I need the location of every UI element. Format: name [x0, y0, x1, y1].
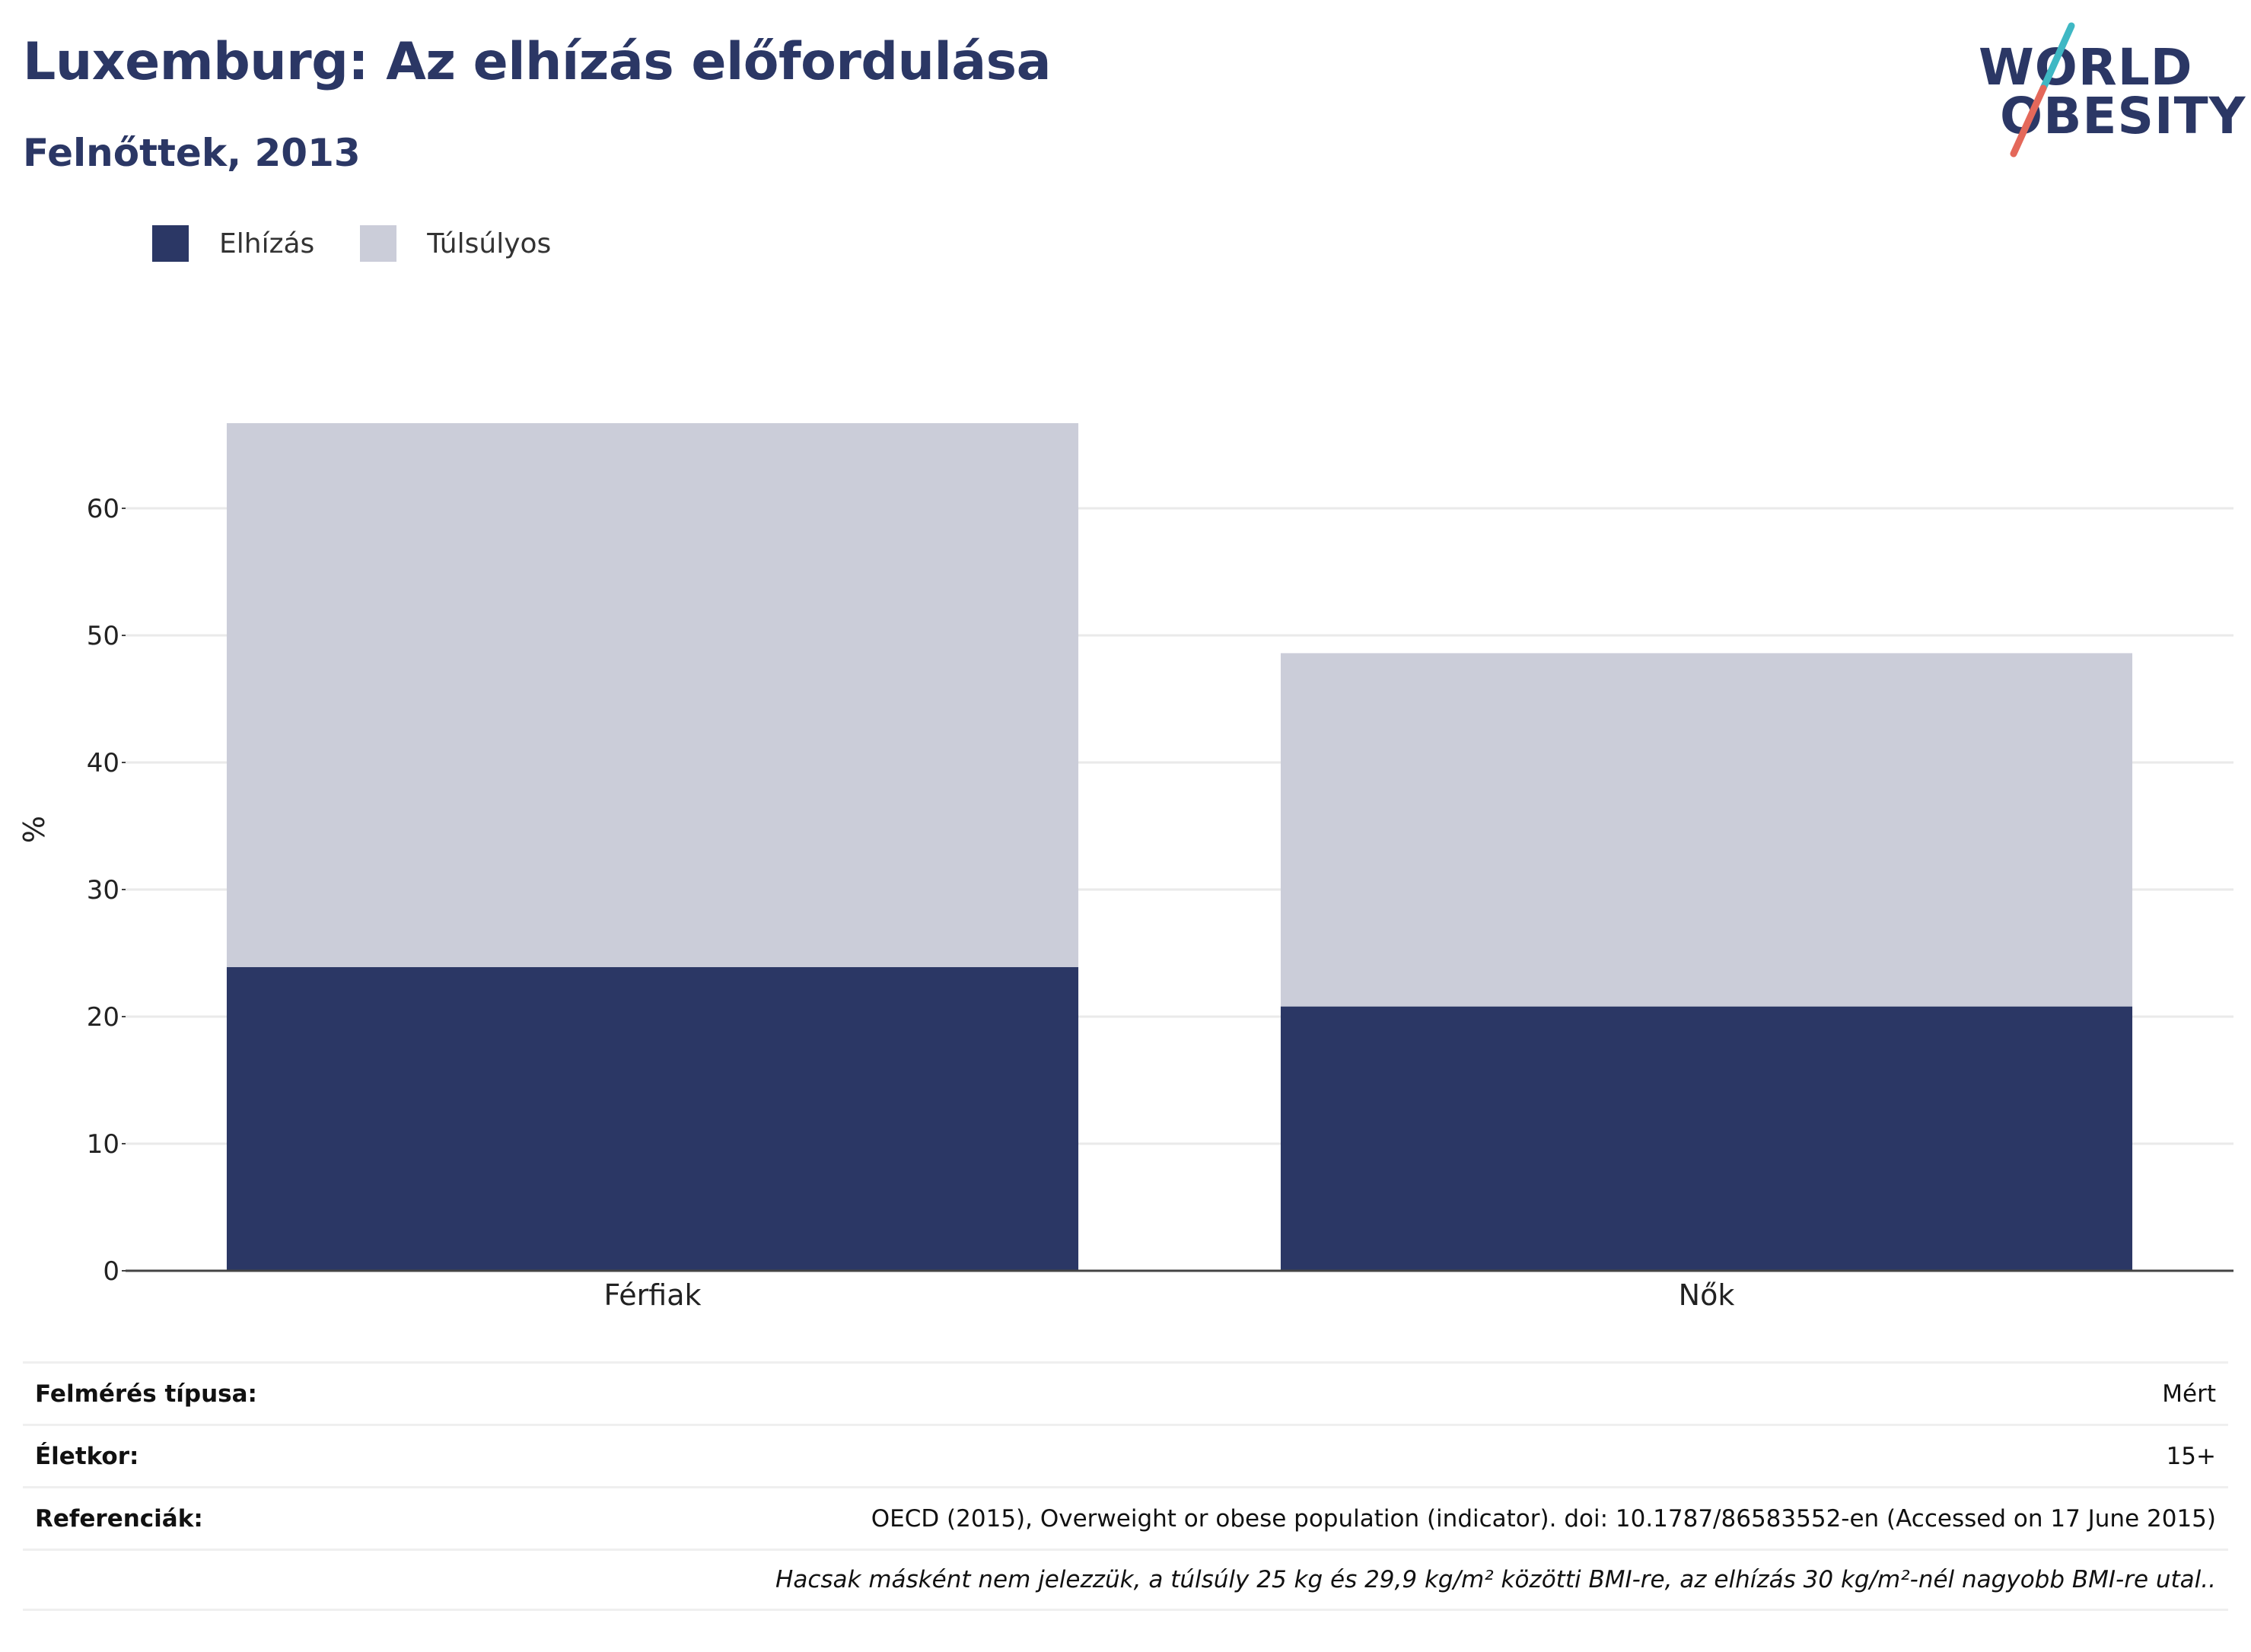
y-tick-label: 50	[87, 621, 119, 651]
info-value-references: OECD (2015), Overweight or obese populat…	[871, 1504, 2216, 1533]
y-tick-label: 10	[87, 1129, 119, 1160]
chart-subtitle: Felnőttek, 2013	[23, 131, 361, 175]
y-tick-label: 60	[87, 494, 119, 524]
legend: Elhízás Túlsúlyos	[152, 225, 597, 262]
y-tick-label: 40	[87, 748, 119, 778]
x-tick-label: Férfiak	[603, 1278, 701, 1312]
bar-overweight-0	[226, 423, 1079, 967]
info-label-age: Életkor:	[35, 1442, 139, 1470]
bar-obesity-1	[1280, 1006, 2133, 1271]
info-row-references: Referenciák: OECD (2015), Overweight or …	[23, 1486, 2228, 1549]
info-value-survey-type: Mért	[2162, 1380, 2216, 1408]
logo-line-1: WORLD	[1979, 38, 2193, 97]
info-note-text: Hacsak másként nem jelezzük, a túlsúly 2…	[775, 1566, 2216, 1593]
legend-label-obesity: Elhízás	[219, 228, 315, 259]
legend-label-overweight: Túlsúlyos	[427, 228, 552, 259]
info-label-survey-type: Felmérés típusa:	[35, 1380, 257, 1408]
y-tick-label: 20	[87, 1002, 119, 1033]
x-tick-label: Nők	[1679, 1278, 1735, 1312]
logo-slash-icon	[2010, 22, 2075, 158]
legend-swatch-obesity	[152, 225, 189, 262]
y-tick-label: 0	[103, 1256, 119, 1287]
world-obesity-logo: WORLD OBESITY	[1979, 21, 2245, 158]
info-row-survey-type: Felmérés típusa: Mért	[23, 1361, 2228, 1424]
legend-item-overweight[interactable]: Túlsúlyos	[360, 225, 551, 262]
legend-swatch-overweight	[360, 225, 397, 262]
info-table: Felmérés típusa: Mért Életkor: 15+ Refer…	[23, 1361, 2228, 1611]
y-tick-label: 30	[87, 875, 119, 906]
stacked-bar-chart: 0 10 20 30 40 50 60 Férfiak Nők%	[18, 423, 2233, 1312]
info-row-age: Életkor: 15+	[23, 1424, 2228, 1486]
chart-title: Luxemburg: Az elhízás előfordulása	[23, 32, 1052, 92]
info-label-references: Referenciák:	[35, 1504, 203, 1533]
info-value-age: 15+	[2166, 1442, 2216, 1470]
bar-obesity-0	[226, 966, 1079, 1271]
info-row-note: Hacsak másként nem jelezzük, a túlsúly 2…	[23, 1549, 2228, 1611]
bar-overweight-1	[1280, 653, 2133, 1007]
y-axis-label: %	[18, 816, 51, 843]
legend-item-obesity[interactable]: Elhízás	[152, 225, 314, 262]
